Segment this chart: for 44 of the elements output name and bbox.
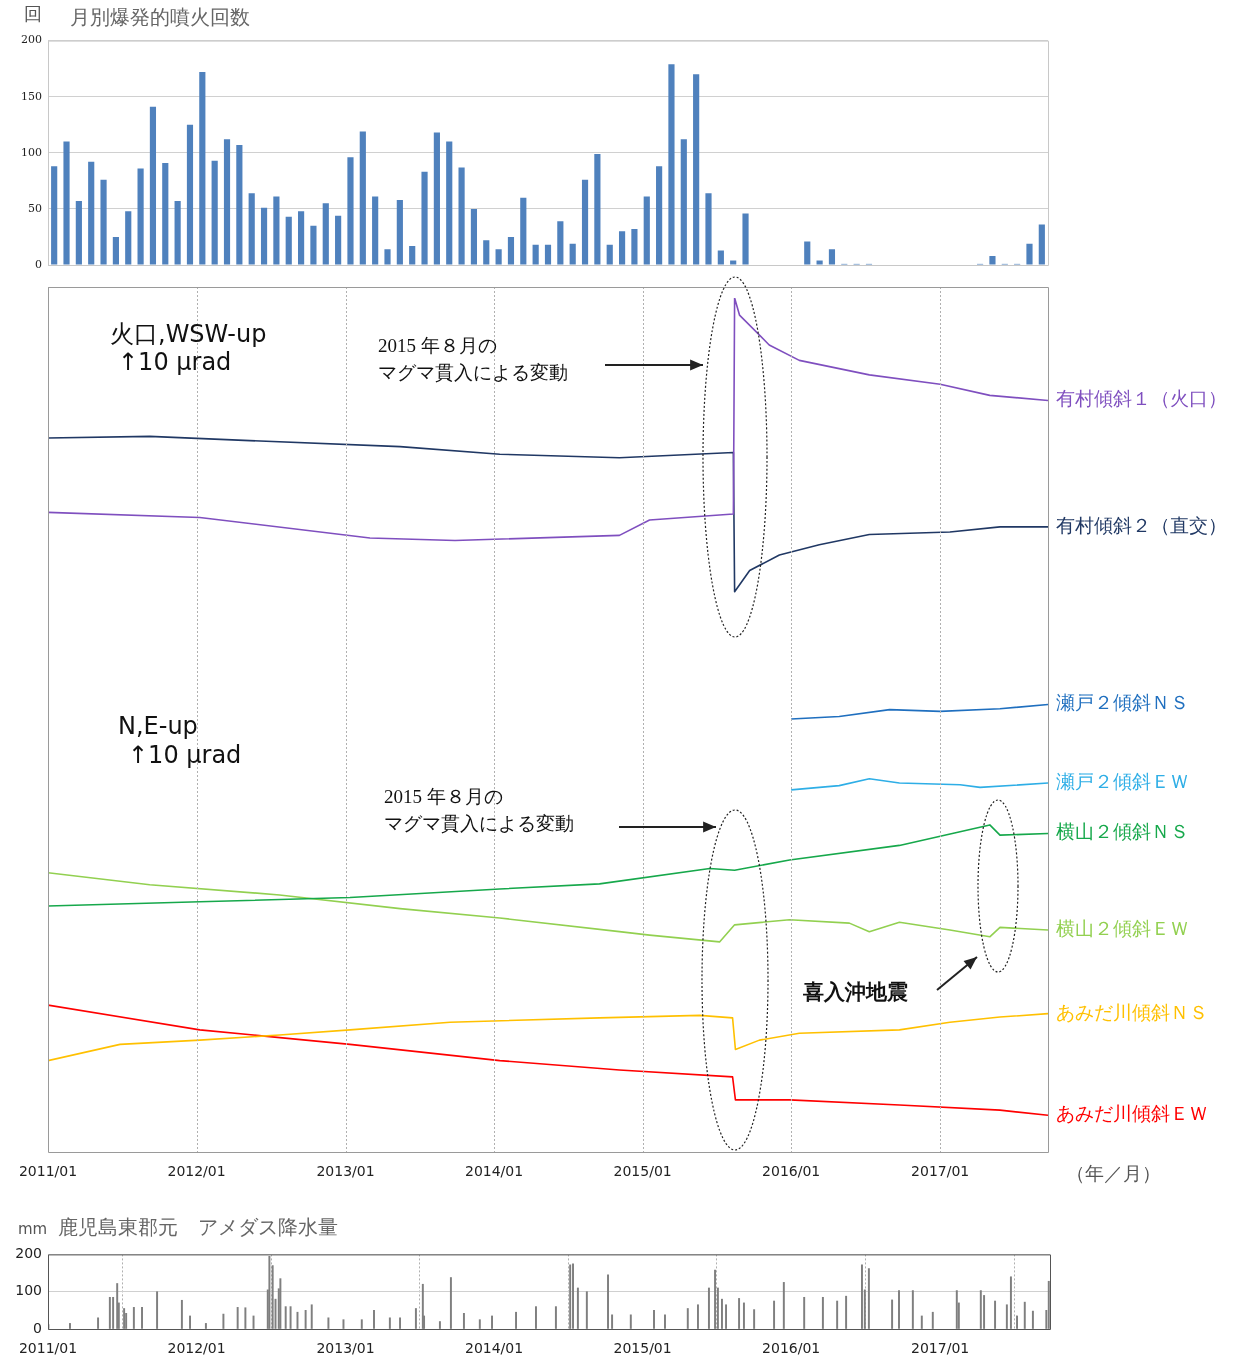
series-label: 有村傾斜１（火口） — [1056, 387, 1227, 410]
series-label: 瀬戸２傾斜ＮＳ — [1056, 691, 1189, 714]
series-label: あみだ川傾斜ＮＳ — [1056, 1000, 1208, 1023]
annotation: N,E-up — [118, 712, 198, 740]
y-axis-title: 回 — [24, 2, 42, 26]
y-tick-label: 0 — [35, 257, 42, 271]
x-tick-label: 2011/01 — [18, 1163, 78, 1180]
annotation: ↑10 µrad — [128, 740, 242, 771]
y-tick-label: 0 — [33, 1319, 42, 1336]
annotation: 2015 年８月の — [384, 785, 503, 809]
series-label: あみだ川傾斜ＥＷ — [1056, 1102, 1208, 1125]
y-tick-label: 50 — [28, 201, 42, 215]
annotation: 火口,WSW-up — [110, 319, 267, 350]
annotation: マグマ貫入による変動 — [384, 812, 574, 836]
x-tick-label: 2015/01 — [613, 1163, 672, 1180]
x-tick-label: 2015/01 — [613, 1340, 672, 1357]
x-tick-label: 2013/01 — [316, 1163, 375, 1180]
x-tick-label: 2017/01 — [911, 1340, 970, 1357]
y-tick-label: 200 — [21, 33, 42, 47]
y-tick-label: 100 — [21, 145, 42, 159]
series-label: 瀬戸２傾斜ＥＷ — [1056, 770, 1189, 793]
y-tick-label: 150 — [21, 89, 42, 103]
series-label: 横山２傾斜ＥＷ — [1056, 916, 1189, 939]
x-tick-label: 2012/01 — [167, 1163, 226, 1180]
y-tick-label: 200 — [15, 1245, 42, 1262]
annotation: 2015 年８月の — [378, 334, 497, 358]
series-label: 横山２傾斜ＮＳ — [1056, 820, 1189, 843]
text: （年／月） — [1066, 1161, 1161, 1186]
x-tick-label: 2013/01 — [316, 1340, 375, 1357]
x-tick-label: 2016/01 — [762, 1163, 821, 1180]
annotation: ↑10 µrad — [118, 347, 232, 378]
series-label: 有村傾斜２（直交） — [1056, 513, 1227, 536]
annotation: 喜入沖地震 — [803, 979, 908, 1006]
x-tick-label: 2014/01 — [464, 1163, 524, 1180]
y-tick-label: 100 — [15, 1282, 42, 1299]
x-tick-label: 2017/01 — [911, 1163, 970, 1180]
annotation: マグマ貫入による変動 — [378, 361, 568, 385]
x-tick-label: 2012/01 — [167, 1340, 226, 1357]
chart-title: 鹿児島東郡元 アメダス降水量 — [58, 1214, 338, 1241]
x-tick-label: 2016/01 — [762, 1340, 821, 1357]
chart-title: 月別爆発的噴火回数 — [70, 4, 250, 31]
y-axis-title: mm — [18, 1220, 48, 1238]
x-tick-label: 2014/01 — [464, 1340, 524, 1357]
x-tick-label: 2011/01 — [18, 1340, 78, 1357]
